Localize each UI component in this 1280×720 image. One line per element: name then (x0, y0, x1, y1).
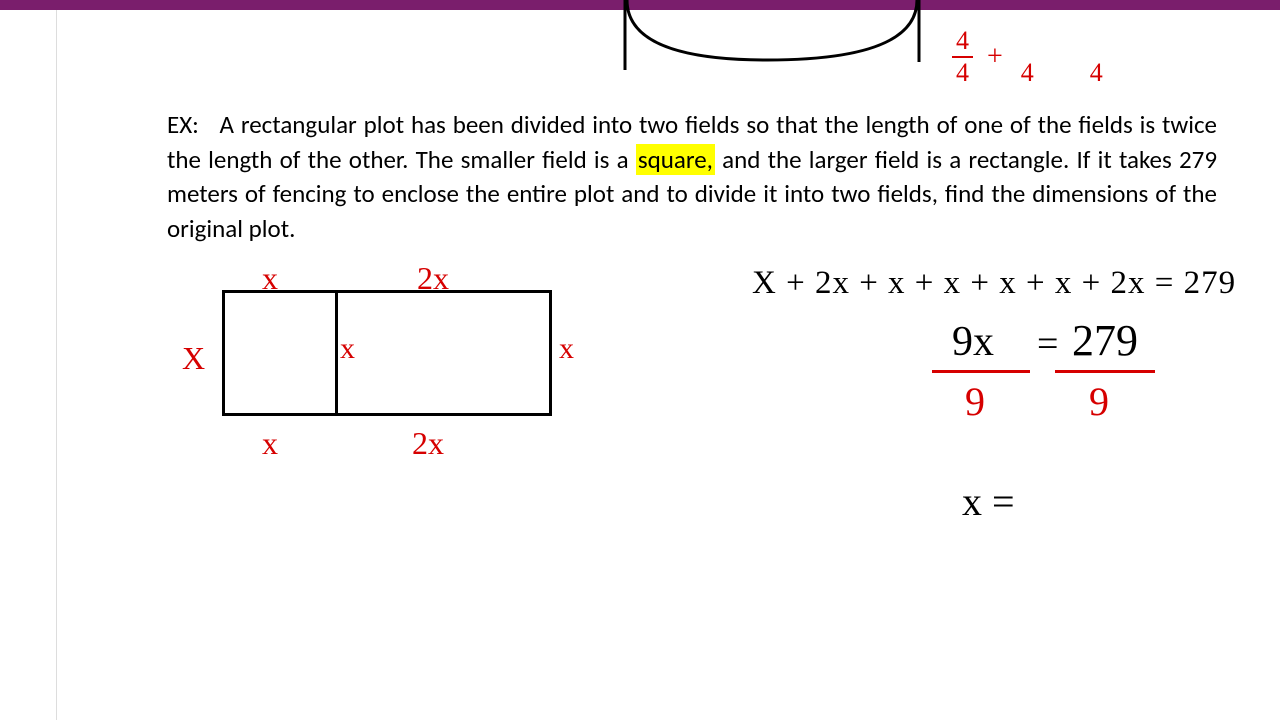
underline-right (1055, 370, 1155, 373)
rectangle-divider (335, 293, 338, 413)
frac1-den: 4 (956, 58, 969, 86)
highlight-square: square, (636, 144, 715, 175)
page-canvas: 4 4 + 4 4 4 4 EX: A rectangular plot has… (56, 10, 1280, 720)
problem-prefix: EX: (167, 109, 199, 140)
label-x-left: X (182, 340, 205, 377)
label-x-top-left: x (262, 260, 278, 297)
underline-left (932, 370, 1030, 373)
divisor-9-left: 9 (965, 378, 985, 425)
equation-eq: = (1037, 322, 1058, 366)
frac2-den: 4 (1021, 58, 1034, 86)
fraction-3: 4 4 (1086, 28, 1107, 86)
fraction-2: 4 4 (1017, 28, 1038, 86)
frac3-den: 4 (1090, 58, 1103, 86)
top-fraction-row: 4 4 + 4 4 4 4 (952, 28, 1107, 86)
frac1-num: 4 (952, 28, 973, 58)
problem-text: EX: A rectangular plot has been divided … (167, 108, 1217, 246)
label-x-right: x (559, 332, 574, 366)
equation-279: 279 (1072, 315, 1138, 366)
equation-9x: 9x (952, 318, 994, 366)
label-2x-top: 2x (417, 260, 449, 297)
equation-x-equals: x = (962, 478, 1015, 525)
rectangle-diagram (222, 290, 552, 416)
top-oval-sketch (617, 0, 937, 80)
plus-sign: + (987, 41, 1003, 73)
label-2x-bot: 2x (412, 425, 444, 462)
divisor-9-right: 9 (1089, 378, 1109, 425)
fraction-1: 4 4 (952, 28, 973, 86)
label-x-bot-left: x (262, 425, 278, 462)
equation-line1: X + 2x + x + x + x + x + 2x = 279 (752, 265, 1236, 302)
label-x-mid: x (340, 332, 355, 366)
